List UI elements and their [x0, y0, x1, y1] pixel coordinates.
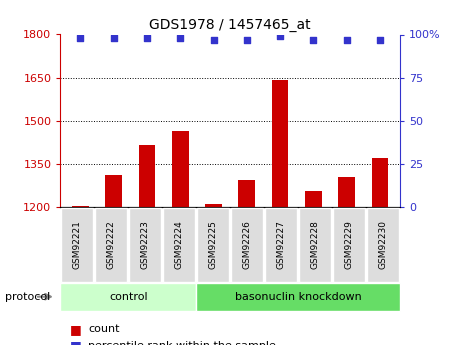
Title: GDS1978 / 1457465_at: GDS1978 / 1457465_at — [149, 18, 311, 32]
Bar — [139, 145, 155, 207]
Text: protocol: protocol — [5, 292, 50, 302]
Bar — [106, 175, 122, 207]
Text: GSM92223: GSM92223 — [141, 220, 150, 269]
Text: ■: ■ — [70, 323, 81, 336]
Text: control: control — [109, 292, 148, 302]
Bar — [372, 158, 388, 207]
Point — [143, 35, 151, 41]
Bar — [339, 177, 355, 207]
Point — [276, 33, 284, 39]
Text: GSM92226: GSM92226 — [243, 220, 252, 269]
Point — [243, 37, 251, 42]
Text: GSM92222: GSM92222 — [107, 220, 116, 269]
Bar — [305, 191, 322, 207]
Bar — [172, 131, 189, 207]
Text: GSM92224: GSM92224 — [175, 220, 184, 269]
Text: GSM92221: GSM92221 — [73, 220, 82, 269]
Text: GSM92229: GSM92229 — [345, 220, 353, 269]
Text: basonuclin knockdown: basonuclin knockdown — [235, 292, 361, 302]
Point — [376, 37, 384, 42]
Text: ■: ■ — [70, 339, 81, 345]
Text: GSM92227: GSM92227 — [277, 220, 286, 269]
Text: GSM92228: GSM92228 — [311, 220, 319, 269]
Point — [310, 37, 317, 42]
Bar — [205, 204, 222, 207]
Bar — [72, 206, 89, 207]
Point — [177, 35, 184, 41]
Bar — [272, 80, 288, 207]
Point — [343, 37, 350, 42]
Text: percentile rank within the sample: percentile rank within the sample — [88, 341, 276, 345]
Point — [210, 37, 217, 42]
Point — [77, 35, 84, 41]
Text: GSM92225: GSM92225 — [209, 220, 218, 269]
Bar — [239, 180, 255, 207]
Text: GSM92230: GSM92230 — [379, 220, 387, 269]
Point — [110, 35, 118, 41]
Text: count: count — [88, 325, 120, 334]
